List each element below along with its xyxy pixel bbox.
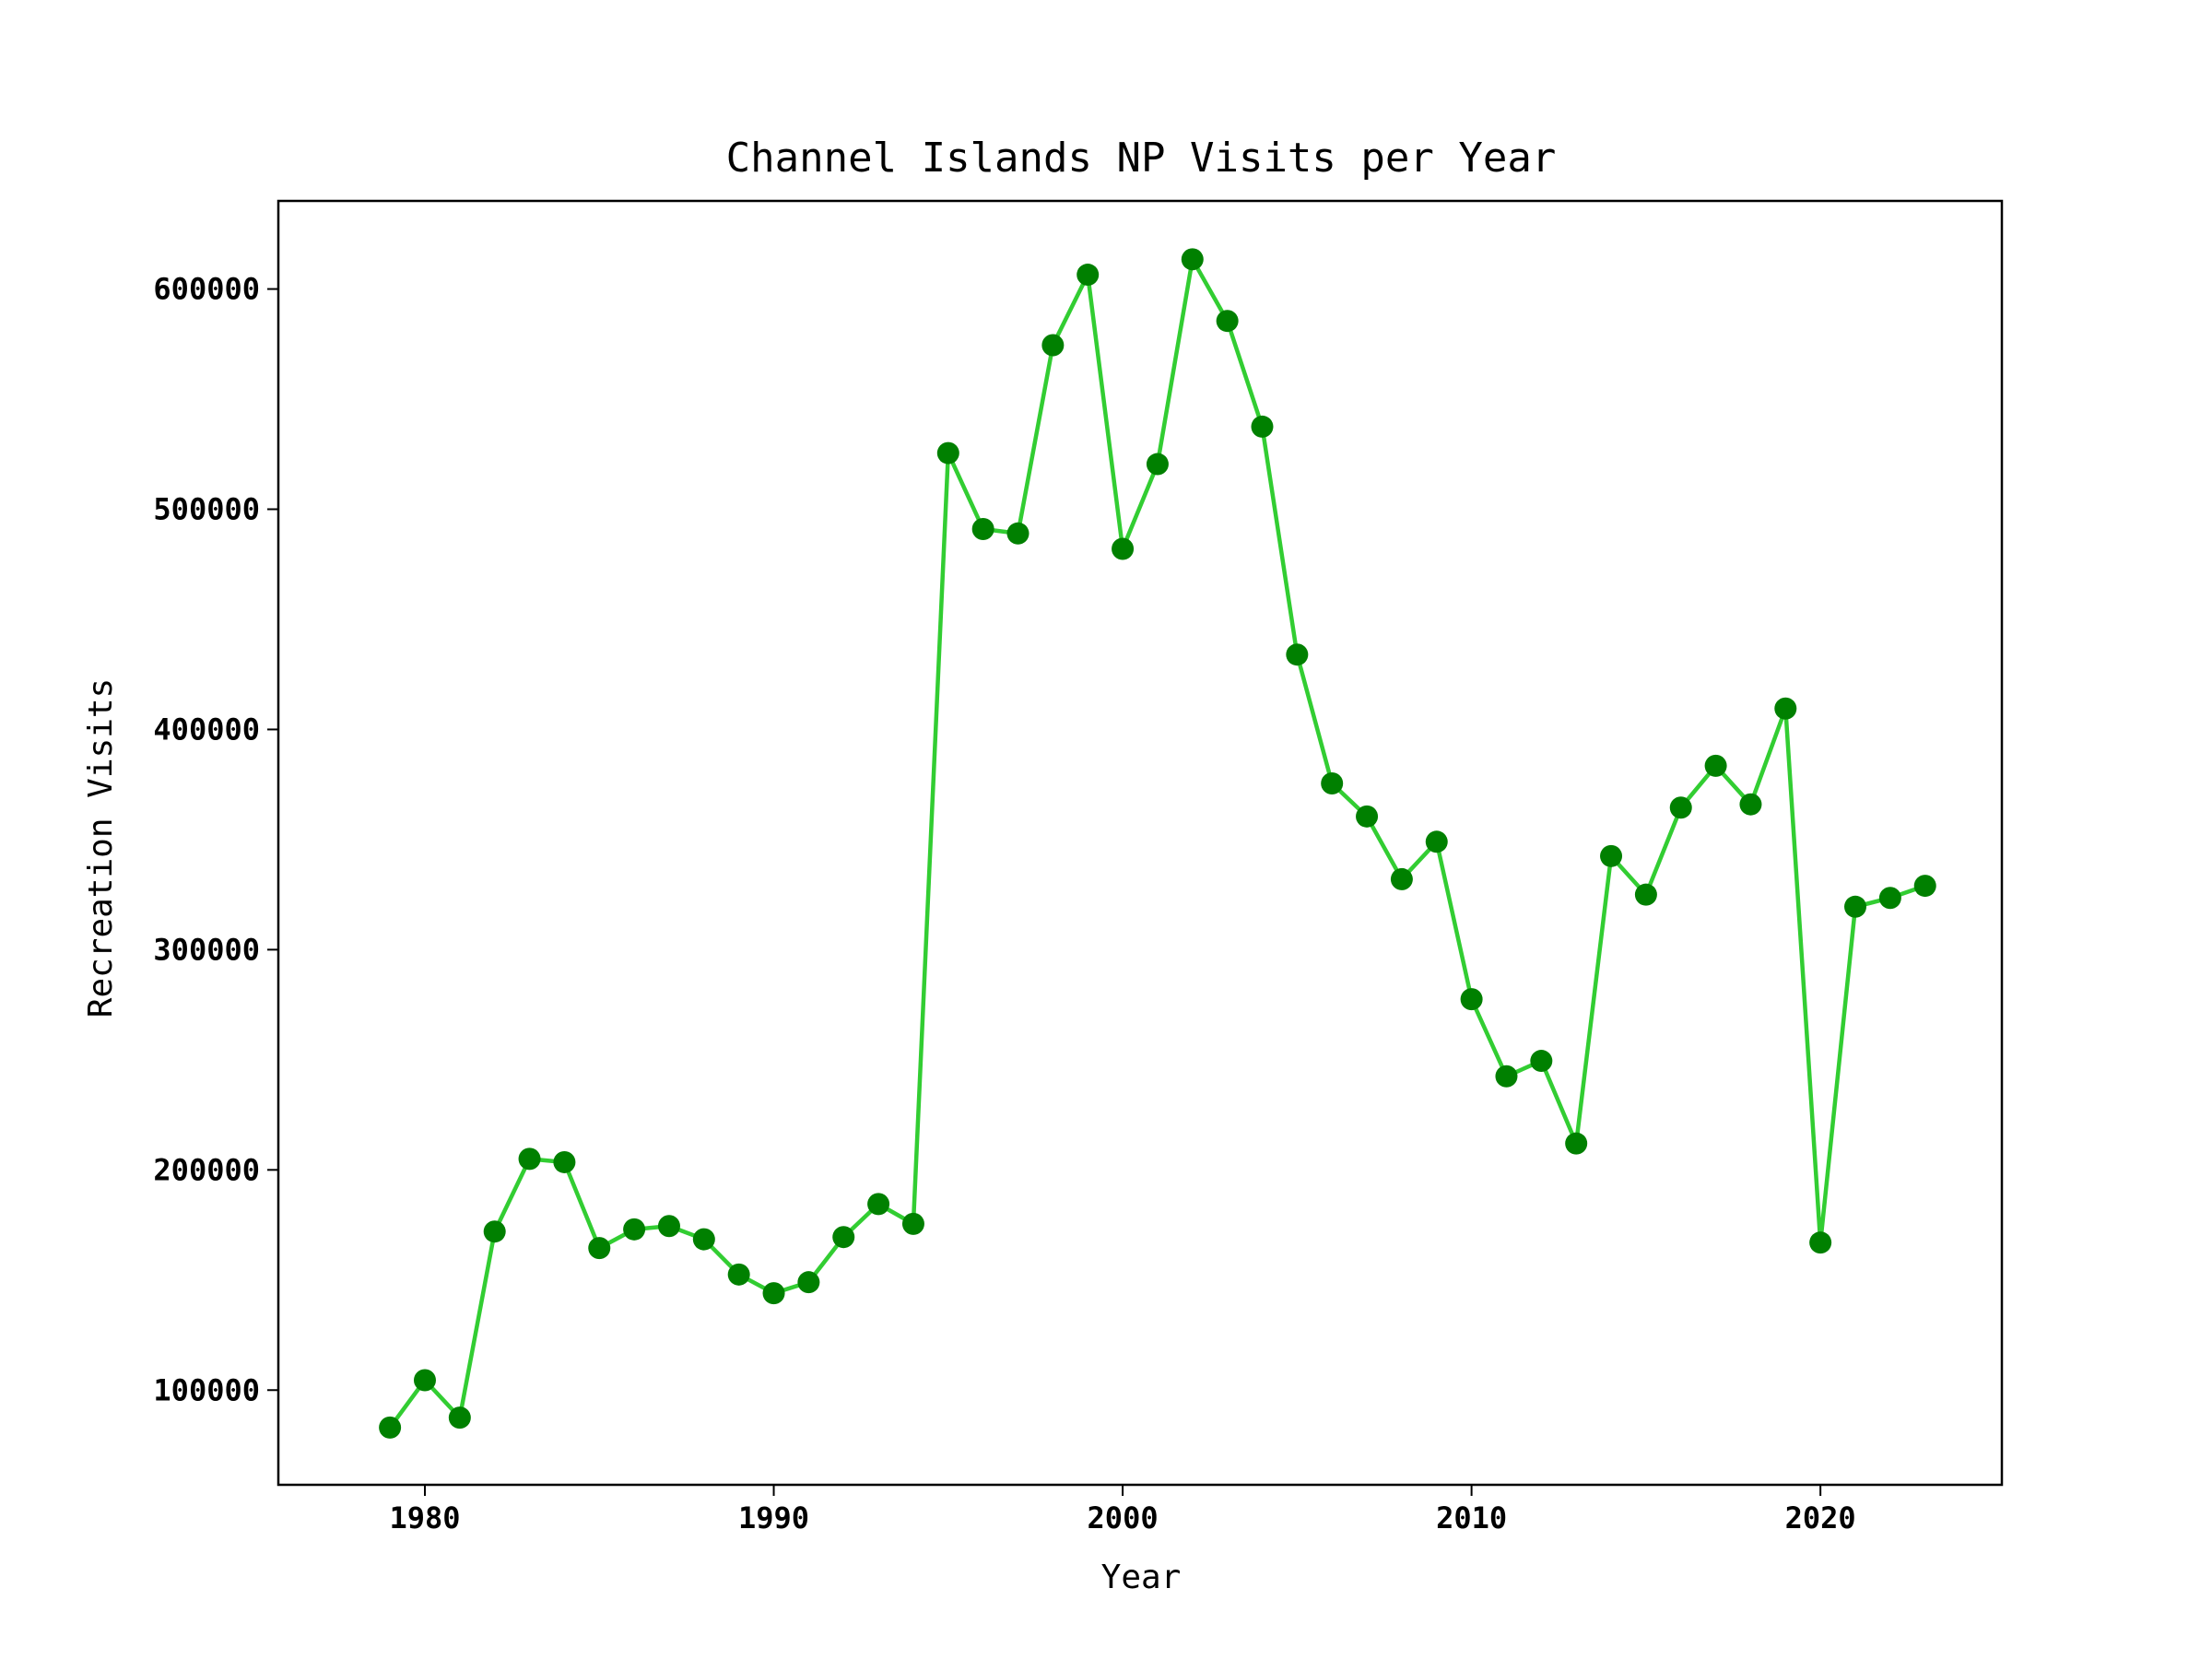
data-point [1077, 264, 1100, 287]
y-axis-label: Recreation Visits [82, 678, 120, 1018]
data-point [413, 1369, 436, 1392]
data-point [1634, 883, 1657, 906]
data-point [1739, 793, 1762, 816]
data-point [1600, 844, 1623, 867]
data-point [553, 1150, 576, 1173]
data-point [1844, 895, 1867, 918]
y-tick-label: 300000 [153, 932, 260, 967]
data-point [971, 518, 994, 541]
data-point [692, 1228, 715, 1251]
x-tick-label: 1990 [738, 1500, 809, 1535]
data-point [901, 1212, 924, 1235]
data-point [1495, 1065, 1518, 1088]
data-point [1356, 805, 1379, 828]
y-tick-label: 400000 [153, 712, 260, 747]
data-point [867, 1193, 890, 1216]
x-tick-label: 1980 [389, 1500, 460, 1535]
chart-title: Channel Islands NP Visits per Year [726, 135, 1557, 182]
data-point [518, 1147, 541, 1171]
data-point [657, 1215, 680, 1238]
data-point [1112, 537, 1135, 560]
data-point [936, 441, 959, 465]
data-point [1809, 1231, 1832, 1254]
x-axis-ticks: 1980 1990 2000 2010 2020 [389, 1485, 1856, 1535]
x-tick-label: 2010 [1436, 1500, 1507, 1535]
y-tick-label: 200000 [153, 1152, 260, 1187]
data-point [623, 1218, 646, 1241]
x-axis-label: Year [1101, 1559, 1182, 1596]
data-point [1460, 988, 1483, 1011]
plot-frame [276, 199, 2004, 1487]
y-tick-label: 500000 [153, 492, 260, 527]
data-point [483, 1220, 506, 1243]
data-point [1321, 771, 1344, 794]
data-point [1565, 1132, 1588, 1155]
data-point [1425, 830, 1448, 853]
data-point [762, 1282, 785, 1305]
y-tick-label: 100000 [153, 1372, 260, 1407]
data-point [1146, 453, 1169, 476]
data-point [379, 1416, 402, 1439]
y-tick-label: 600000 [153, 272, 260, 307]
data-point [727, 1263, 750, 1286]
data-point [1913, 875, 1936, 898]
x-tick-label: 2000 [1088, 1500, 1159, 1535]
data-point [1774, 697, 1797, 720]
data-point [1041, 334, 1065, 357]
data-point [832, 1226, 855, 1249]
data-point [1006, 522, 1030, 545]
data-point [1704, 754, 1727, 777]
data-point [588, 1237, 611, 1260]
data-point [1286, 643, 1309, 666]
data-point [1251, 415, 1274, 438]
x-tick-label: 2020 [1785, 1500, 1856, 1535]
data-point [1669, 796, 1692, 819]
series-group [379, 248, 1936, 1439]
data-point [797, 1271, 820, 1294]
data-point [448, 1406, 471, 1430]
data-point [1390, 867, 1413, 890]
data-point [1530, 1050, 1553, 1073]
data-point [1181, 248, 1204, 271]
data-point [1216, 310, 1239, 333]
data-point [1878, 887, 1901, 910]
y-axis-ticks: 100000 200000 300000 400000 500000 600000 [153, 272, 278, 1407]
